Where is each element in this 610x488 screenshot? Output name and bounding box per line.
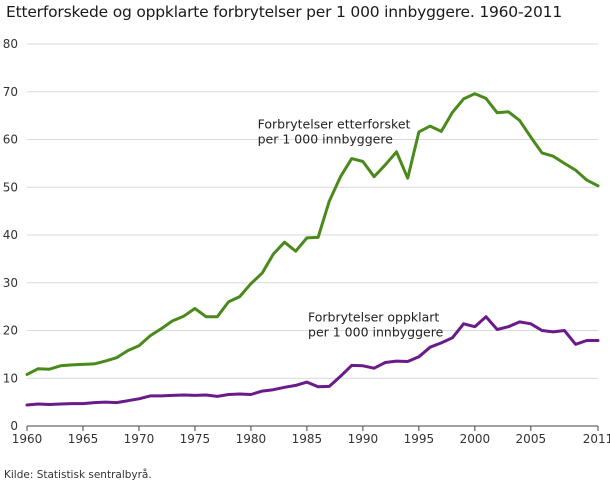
x-tick-label: 1975 [180,432,211,446]
y-tick-label: 80 [3,37,18,51]
x-tick-label: 2011 [583,432,610,446]
series-lines [25,92,600,407]
y-tick-label: 60 [3,133,18,147]
y-axis-labels: 0 10 20 30 40 50 60 70 80 [3,37,18,433]
x-tick-label: 2005 [516,432,547,446]
x-tick-label: 1985 [292,432,323,446]
x-tick-label: 2000 [460,432,491,446]
x-axis-labels: 1960 1965 1970 1975 1980 1985 1990 1995 2000 2005… [12,432,610,446]
x-tick-label: 1990 [348,432,379,446]
series-label-line: per 1 000 innbyggere [308,324,444,339]
chart-title: Etterforskede og oppklarte forbrytelser … [6,3,563,21]
x-tick-label: 1995 [404,432,435,446]
series-label: Forbrytelser etterforsket per 1 000 innby… [258,117,411,147]
series-line-etterforsket [25,92,600,376]
series-label-line: per 1 000 innbyggere [258,132,394,147]
x-axis [26,425,599,431]
series-line-oppklart [25,315,600,407]
y-tick-label: 50 [3,180,18,194]
series-label: Forbrytelser oppklart per 1 000 innbygger… [308,309,444,339]
series-annotations: Forbrytelser etterforsket per 1 000 innby… [258,117,444,340]
y-tick-label: 30 [3,276,18,290]
gridlines [27,43,598,379]
series-label-line: Forbrytelser oppklart [308,309,439,324]
source-note: Kilde: Statistisk sentralbyrå. [4,469,152,481]
y-tick-label: 40 [3,228,18,242]
y-tick-label: 10 [3,371,18,385]
x-tick-label: 1970 [124,432,155,446]
x-tick-label: 1960 [12,432,43,446]
y-tick-label: 70 [3,85,18,99]
x-tick-label: 1980 [236,432,267,446]
y-tick-label: 20 [3,324,18,338]
series-label-line: Forbrytelser etterforsket [258,117,411,132]
x-tick-label: 1965 [68,432,99,446]
y-tick-label: 0 [10,419,18,433]
